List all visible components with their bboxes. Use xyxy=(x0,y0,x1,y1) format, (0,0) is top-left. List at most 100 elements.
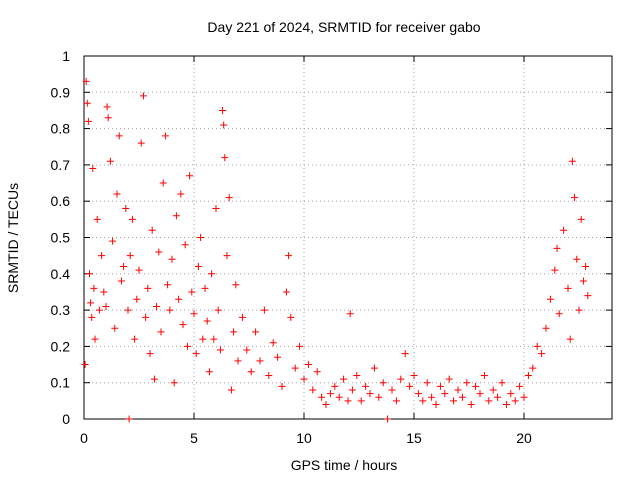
data-point xyxy=(551,266,559,274)
data-point xyxy=(379,379,387,387)
data-point xyxy=(234,357,242,365)
data-point xyxy=(494,393,502,401)
data-point xyxy=(124,306,132,314)
data-point xyxy=(436,382,444,390)
y-tick-label: 0.3 xyxy=(51,302,71,318)
data-point xyxy=(318,393,326,401)
data-point xyxy=(188,288,196,296)
data-point xyxy=(192,350,200,358)
data-point xyxy=(161,132,169,140)
data-point xyxy=(344,397,352,405)
data-point xyxy=(285,252,293,260)
data-point xyxy=(170,379,178,387)
x-tick-label: 20 xyxy=(516,430,532,446)
data-point xyxy=(274,353,282,361)
data-point xyxy=(120,263,128,271)
data-point xyxy=(584,292,592,300)
data-point xyxy=(172,212,180,220)
data-point xyxy=(221,154,229,162)
data-point xyxy=(128,215,136,223)
data-point xyxy=(95,306,103,314)
data-point xyxy=(84,117,92,125)
data-point xyxy=(579,277,587,285)
data-point xyxy=(366,390,374,398)
data-point xyxy=(428,393,436,401)
y-tick-label: 0.9 xyxy=(51,84,71,100)
data-point xyxy=(388,386,396,394)
data-point xyxy=(401,350,409,358)
data-point xyxy=(432,400,440,408)
data-point xyxy=(126,252,134,260)
data-point xyxy=(139,92,147,100)
data-points xyxy=(81,77,592,423)
data-point xyxy=(564,284,572,292)
data-point xyxy=(335,393,343,401)
data-point xyxy=(201,284,209,292)
data-point xyxy=(458,393,466,401)
data-point xyxy=(357,397,365,405)
data-point xyxy=(346,310,354,318)
data-point xyxy=(485,397,493,405)
data-point xyxy=(142,313,150,321)
data-point xyxy=(533,342,541,350)
data-point xyxy=(260,306,268,314)
y-tick-label: 1 xyxy=(62,48,70,64)
data-point xyxy=(155,248,163,256)
data-point xyxy=(571,194,579,202)
data-point xyxy=(168,255,176,263)
data-point xyxy=(304,361,312,369)
data-point xyxy=(144,284,152,292)
data-point xyxy=(135,266,143,274)
data-point xyxy=(175,295,183,303)
data-point xyxy=(326,390,334,398)
data-point xyxy=(362,382,370,390)
data-point xyxy=(223,252,231,260)
data-point xyxy=(423,379,431,387)
data-point xyxy=(300,375,308,383)
x-tick-label: 0 xyxy=(80,430,88,446)
data-point xyxy=(520,393,528,401)
data-point xyxy=(256,357,264,365)
data-point xyxy=(89,165,97,173)
y-axis-label: SRMTID / TECUs xyxy=(5,183,21,293)
data-point xyxy=(104,114,112,122)
data-point xyxy=(186,172,194,180)
data-point xyxy=(183,342,191,350)
data-point xyxy=(511,397,519,405)
data-point xyxy=(230,328,238,336)
data-point xyxy=(445,375,453,383)
data-point xyxy=(450,397,458,405)
data-point xyxy=(86,270,93,278)
data-point xyxy=(498,379,506,387)
y-tick-label: 0.6 xyxy=(51,193,71,209)
data-point xyxy=(542,324,550,332)
data-point xyxy=(568,157,576,165)
data-point xyxy=(111,324,119,332)
data-point xyxy=(480,371,488,379)
data-point xyxy=(414,390,422,398)
data-point xyxy=(252,328,260,336)
data-point xyxy=(265,371,273,379)
data-point xyxy=(410,371,418,379)
data-point xyxy=(216,346,224,354)
data-point xyxy=(397,375,405,383)
data-point xyxy=(476,390,484,398)
data-point xyxy=(282,288,290,296)
data-point xyxy=(340,375,348,383)
data-point xyxy=(88,313,96,321)
data-point xyxy=(232,281,240,289)
data-point xyxy=(146,350,154,358)
data-point xyxy=(190,310,198,318)
data-point xyxy=(322,400,330,408)
data-point xyxy=(406,382,414,390)
data-point xyxy=(131,335,139,343)
data-point xyxy=(313,368,321,376)
data-point xyxy=(566,335,574,343)
data-point xyxy=(419,397,427,405)
data-point xyxy=(577,215,585,223)
data-point xyxy=(159,179,167,187)
data-point xyxy=(384,415,392,423)
y-tick-label: 0.7 xyxy=(51,157,71,173)
data-point xyxy=(278,382,286,390)
y-tick-label: 0.4 xyxy=(51,266,71,282)
